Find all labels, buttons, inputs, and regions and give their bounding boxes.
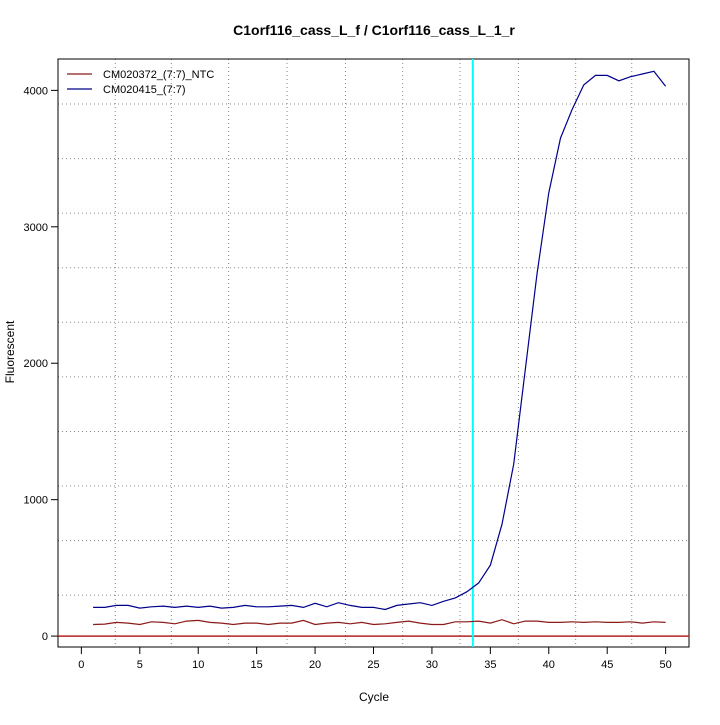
legend-label: CM020372_(7:7)_NTC [103,69,214,81]
axes-layer: 0 5 10 15 20 25 30 35 40 45 50 0 1000 2000 3000 4000 [24,58,690,671]
legend: CM020372_(7:7)_NTC CM020415_(7:7) [67,69,214,96]
lines-layer [58,59,689,647]
y-tick-label: 1000 [24,495,48,507]
x-tick-label: 25 [367,659,379,671]
y-tick-label: 4000 [24,85,48,97]
x-tick-label: 10 [192,659,204,671]
series-line [93,70,667,611]
x-tick-label: 40 [543,659,555,671]
x-tick-label: 45 [601,659,613,671]
y-tick-label: 2000 [24,358,48,370]
y-tick-label: 3000 [24,222,48,234]
x-tick-label: 35 [484,659,496,671]
x-axis-label: Cycle [359,690,389,704]
y-tick-label: 0 [42,631,48,643]
plot-frame [57,58,690,648]
x-tick-label: 30 [426,659,438,671]
x-tick-label: 5 [137,659,143,671]
x-tick-label: 0 [78,659,84,671]
legend-label: CM020415_(7:7) [103,84,186,96]
x-tick-label: 20 [309,659,321,671]
x-tick-label: 15 [251,659,263,671]
y-axis-label: Fluorescent [3,320,17,383]
chart-title: C1orf116_cass_L_f / C1orf116_cass_L_1_r [233,22,515,38]
series-line [93,619,666,626]
x-tick-label: 50 [660,659,672,671]
grid-layer [58,59,689,647]
